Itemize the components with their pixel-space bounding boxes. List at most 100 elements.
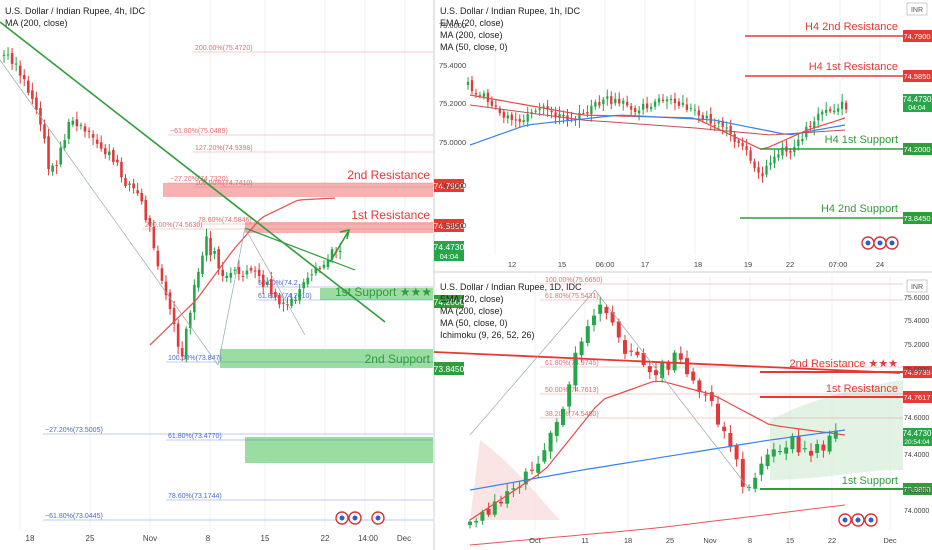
left-candle-body — [330, 249, 334, 260]
rb-fib-label: 100.00%(75.6650) — [545, 277, 603, 284]
y-tick: 75.6000 — [439, 21, 466, 30]
left-candle-body — [201, 255, 204, 275]
rb-level-name: 1st Resistance — [826, 383, 898, 395]
left-candle-body — [197, 271, 200, 288]
rb-candle-body — [796, 436, 801, 453]
rt-candle-body — [482, 93, 486, 97]
fib-label: 200.00%(74.5630) — [145, 222, 203, 229]
rt-candle-body — [709, 114, 712, 124]
rb-candle-body — [604, 307, 609, 314]
left-candle-body — [160, 268, 164, 281]
left-candle-body — [156, 250, 160, 267]
x-tick: Dec — [397, 534, 411, 543]
rb-candle-body — [499, 501, 503, 504]
rt-candle-body — [590, 105, 593, 115]
r2-zone — [163, 183, 433, 197]
rt-level-value: 74.7900 — [903, 32, 930, 41]
left-candle-body — [298, 289, 301, 301]
rb-candle-body — [598, 304, 603, 314]
rb-candle-body — [548, 432, 553, 452]
rb-candle-body — [505, 491, 510, 504]
rt-candle-body — [729, 125, 732, 134]
rb-currency-text: INR — [911, 284, 923, 291]
event-flag-dot — [855, 517, 861, 523]
left-candle-body — [278, 295, 281, 305]
rt-level-name: H4 1st Resistance — [809, 61, 898, 73]
rt-cur-text: 74.4730 — [903, 95, 932, 104]
rb-fib-label: 61.80%(74.9745) — [545, 360, 599, 367]
left-candle-body — [257, 269, 261, 276]
r1-zone — [245, 222, 433, 233]
rb-cur-text: 74.4730 — [903, 429, 932, 438]
left-candle-body — [128, 183, 131, 185]
left-title: U.S. Dollar / Indian Rupee, 4h, IDC — [5, 6, 146, 16]
rt-candle-body — [653, 101, 657, 107]
x-tick: 22 — [321, 534, 330, 543]
rt-candle-body — [689, 108, 693, 110]
rt-candle-body — [665, 99, 669, 102]
event-flag-dot — [842, 517, 848, 523]
rt-candle-body — [506, 115, 509, 119]
left-candle-body — [63, 140, 67, 148]
left-candle-body — [59, 147, 62, 165]
rt-candle-body — [514, 119, 517, 121]
rt-candle-body — [606, 96, 609, 99]
left-event-icons — [335, 511, 385, 525]
rb-candle-body — [542, 450, 547, 462]
left-candle-body — [294, 299, 297, 302]
y-tick: 74.6000 — [904, 415, 929, 422]
fib-label: −27.20%(74.7320) — [170, 176, 228, 183]
rt-level-value: 73.8450 — [903, 214, 930, 223]
x-tick: 8 — [748, 536, 752, 545]
rt-candle-body — [840, 101, 844, 109]
left-candle-body — [225, 275, 229, 279]
rt-currency-text: INR — [911, 7, 923, 14]
rb-candle-body — [821, 444, 826, 451]
rt-candle-body — [749, 150, 752, 161]
rt-ind-3: MA (50, close, 0) — [440, 42, 508, 52]
rb-candle-body — [480, 511, 485, 521]
rt-candle-body — [645, 103, 649, 109]
left-candle-body — [286, 304, 289, 306]
rb-candle-body — [530, 469, 534, 471]
rb-candle-body — [468, 521, 472, 525]
rt-candle-body — [809, 125, 812, 127]
rb-currency-badge[interactable] — [906, 279, 928, 293]
left-trendline — [0, 21, 386, 323]
left-candle-body — [132, 183, 135, 189]
rt-candle-body — [701, 115, 704, 120]
rt-currency-badge[interactable] — [906, 2, 928, 16]
left-candle-body — [103, 148, 107, 155]
left-candle-body — [249, 268, 253, 271]
x-tick: 11 — [581, 536, 589, 545]
left-candle-body — [205, 236, 208, 256]
rb-ind-2: MA (200, close) — [440, 306, 503, 316]
rt-candle-body — [821, 111, 824, 115]
left-candle-body — [144, 199, 148, 221]
fib-label: 100.00%(74.7410) — [195, 180, 253, 187]
left-candle-body — [184, 328, 188, 360]
x-tick: 18 — [624, 536, 632, 545]
rt-candle-body — [554, 112, 557, 118]
y-tick: 75.6000 — [904, 295, 929, 302]
r2-label: 2nd Resistance — [347, 168, 430, 182]
left-candle-body — [338, 250, 342, 253]
rb-candle-body — [579, 341, 584, 356]
rt-level-tag — [903, 143, 932, 155]
rt-candle-body — [733, 134, 736, 142]
left-candle-body — [95, 139, 99, 144]
rt-candle-body — [610, 96, 613, 104]
left-candle-body — [124, 178, 127, 186]
rb-candle-body — [654, 370, 658, 376]
tag-cur-time: 04:04 — [440, 252, 459, 261]
rt-ind-2: MA (200, close) — [440, 30, 503, 40]
x-tick: 15 — [558, 260, 566, 269]
rb-candles — [468, 297, 838, 529]
rt-candle-body — [538, 108, 541, 111]
rb-candle-body — [685, 358, 689, 375]
up-arrow-icon — [329, 231, 349, 263]
rt-candle-body — [578, 112, 581, 120]
rb-candle-body — [647, 366, 652, 373]
rb-candle-body — [474, 520, 479, 523]
rt-candle-body — [813, 121, 816, 128]
